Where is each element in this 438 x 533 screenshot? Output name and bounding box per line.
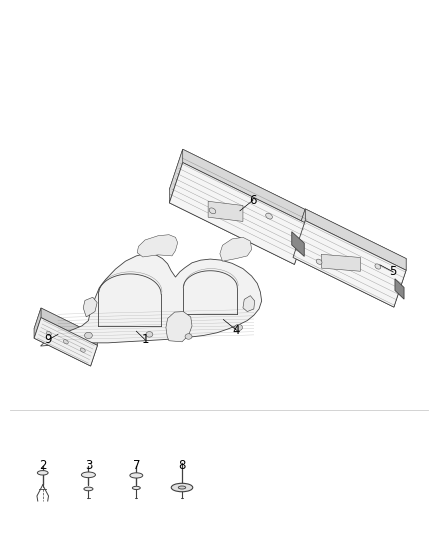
Ellipse shape	[85, 333, 92, 338]
Ellipse shape	[235, 325, 243, 330]
Polygon shape	[243, 296, 254, 312]
Ellipse shape	[132, 486, 140, 489]
Text: 9: 9	[45, 333, 52, 346]
Polygon shape	[137, 235, 178, 257]
Polygon shape	[220, 237, 252, 261]
Polygon shape	[183, 149, 308, 224]
Polygon shape	[170, 190, 294, 264]
Polygon shape	[292, 232, 304, 256]
Polygon shape	[166, 312, 192, 342]
Polygon shape	[34, 318, 98, 366]
Polygon shape	[34, 329, 91, 366]
Ellipse shape	[178, 486, 186, 489]
Text: 4: 4	[233, 324, 240, 337]
Polygon shape	[293, 209, 305, 257]
Ellipse shape	[209, 208, 216, 214]
Polygon shape	[293, 221, 406, 307]
Ellipse shape	[64, 340, 68, 344]
Ellipse shape	[46, 332, 51, 336]
Text: 5: 5	[389, 265, 397, 278]
Polygon shape	[170, 149, 183, 203]
Polygon shape	[293, 246, 394, 307]
Polygon shape	[305, 209, 406, 270]
Text: 2: 2	[39, 459, 46, 472]
Ellipse shape	[185, 334, 192, 339]
Polygon shape	[395, 279, 404, 299]
Ellipse shape	[84, 487, 93, 491]
Text: 8: 8	[178, 459, 186, 472]
Ellipse shape	[146, 332, 153, 337]
Polygon shape	[41, 253, 261, 346]
Polygon shape	[91, 336, 98, 366]
Polygon shape	[41, 308, 98, 345]
Polygon shape	[394, 259, 406, 307]
Polygon shape	[34, 308, 41, 338]
Polygon shape	[83, 297, 97, 317]
Text: 1: 1	[141, 333, 149, 346]
Polygon shape	[170, 149, 308, 251]
Polygon shape	[34, 308, 98, 357]
Polygon shape	[294, 211, 308, 264]
Ellipse shape	[316, 259, 322, 264]
Ellipse shape	[80, 348, 85, 352]
Text: 3: 3	[85, 459, 92, 472]
Ellipse shape	[37, 471, 48, 475]
Text: 7: 7	[133, 459, 140, 472]
Text: 6: 6	[249, 193, 257, 207]
Ellipse shape	[130, 473, 143, 478]
Polygon shape	[208, 201, 243, 221]
Polygon shape	[293, 209, 406, 295]
Polygon shape	[321, 254, 360, 271]
Ellipse shape	[171, 483, 193, 492]
Ellipse shape	[266, 213, 272, 219]
Ellipse shape	[375, 264, 381, 269]
Ellipse shape	[81, 472, 95, 478]
Polygon shape	[170, 163, 308, 264]
